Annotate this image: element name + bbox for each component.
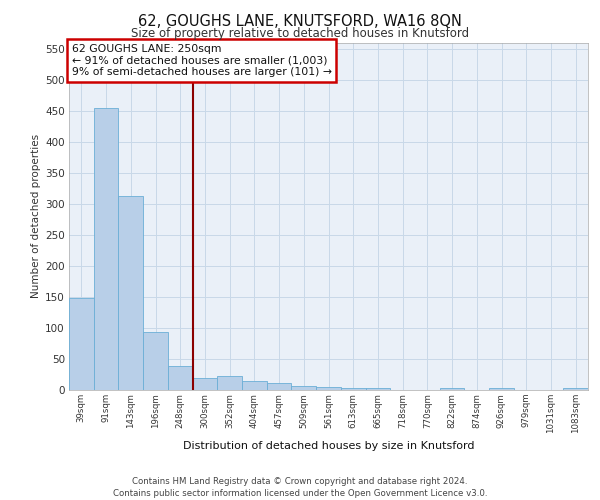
Bar [341,388,365,390]
Bar [489,388,514,390]
Bar [193,378,217,390]
Bar [168,366,193,390]
Bar [118,196,143,390]
Text: Size of property relative to detached houses in Knutsford: Size of property relative to detached ho… [131,28,469,40]
Bar [217,376,242,390]
Bar [94,108,118,390]
Bar [143,332,168,390]
Text: Contains HM Land Registry data © Crown copyright and database right 2024.
Contai: Contains HM Land Registry data © Crown c… [113,477,487,498]
Bar [267,383,292,390]
Bar [316,387,341,390]
Bar [242,382,267,390]
Y-axis label: Number of detached properties: Number of detached properties [31,134,41,298]
Text: 62 GOUGHS LANE: 250sqm
← 91% of detached houses are smaller (1,003)
9% of semi-d: 62 GOUGHS LANE: 250sqm ← 91% of detached… [71,44,332,78]
X-axis label: Distribution of detached houses by size in Knutsford: Distribution of detached houses by size … [183,442,474,452]
Bar [69,298,94,390]
Text: 62, GOUGHS LANE, KNUTSFORD, WA16 8QN: 62, GOUGHS LANE, KNUTSFORD, WA16 8QN [138,14,462,29]
Bar [365,388,390,390]
Bar [440,388,464,390]
Bar [292,386,316,390]
Bar [563,388,588,390]
